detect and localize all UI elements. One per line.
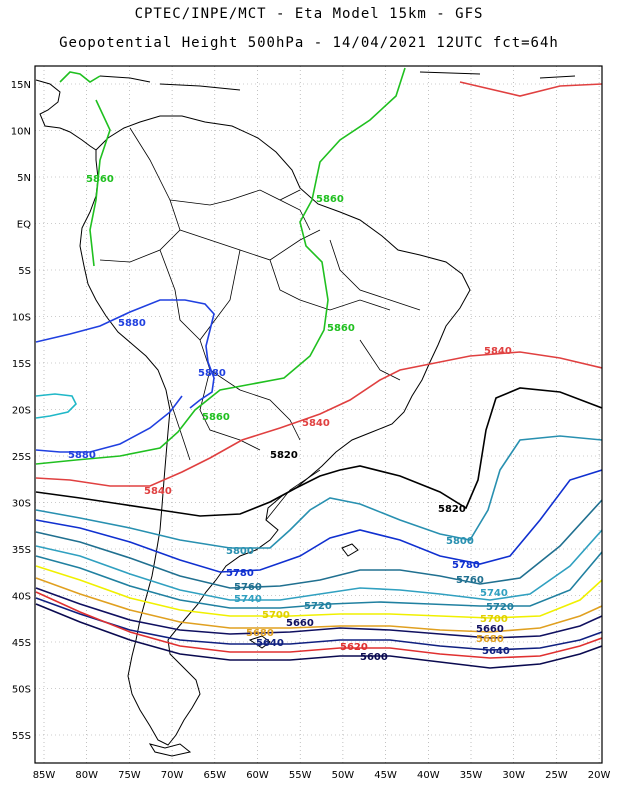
- label-5860-d: 5860: [202, 412, 230, 423]
- south-america-coast: [79, 115, 471, 746]
- lon-tick-label: 40W: [417, 770, 440, 781]
- lat-tick-label: 5S: [18, 266, 31, 277]
- contour-labels: 5860 5860 5860 5860 5880 5880 5880 5840 …: [68, 174, 514, 663]
- contour-5860-north: [59, 71, 111, 267]
- label-5800-a: 5800: [446, 536, 474, 547]
- lon-tick-label: 50W: [332, 770, 355, 781]
- label-5880-a: 5880: [118, 318, 146, 329]
- label-5740-b: 5740: [234, 594, 262, 605]
- lat-tick-label: 5N: [17, 173, 31, 184]
- label-5640-a: 5640: [482, 646, 510, 657]
- lat-tick-label: 55S: [12, 731, 31, 742]
- contour-5800: [35, 435, 602, 549]
- tierra-del-fuego: [148, 743, 192, 757]
- lat-tick-label: 40S: [12, 592, 31, 603]
- label-5720-b: 5720: [304, 601, 332, 612]
- label-5840-b: 5840: [302, 418, 330, 429]
- contour-5880-south: [35, 395, 183, 453]
- lon-tick-label: 55W: [289, 770, 312, 781]
- label-5640-b: 5640: [256, 638, 284, 649]
- contour-5620: [35, 591, 602, 659]
- label-5740-a: 5740: [480, 588, 508, 599]
- label-5820-b: 5820: [438, 504, 466, 515]
- contour-5780: [35, 469, 602, 573]
- contour-5880-west: [35, 299, 215, 409]
- latitude-tick-labels: 15N 10N 5N EQ 5S 10S 15S 20S 25S 30S 35S 40S 45S 50S 5…: [11, 80, 31, 742]
- lat-tick-label: 45S: [12, 638, 31, 649]
- label-5680-a: 5680: [476, 634, 504, 645]
- label-5660-a: 5660: [476, 624, 504, 635]
- lon-tick-label: 20W: [588, 770, 611, 781]
- lat-tick-label: 20S: [12, 406, 31, 417]
- lon-tick-label: 75W: [118, 770, 141, 781]
- label-5760-b: 5760: [234, 582, 262, 593]
- label-5840-a: 5840: [484, 346, 512, 357]
- lon-tick-label: 80W: [75, 770, 98, 781]
- lat-tick-label: 15N: [11, 80, 31, 91]
- contour-5880-blob: [35, 393, 77, 419]
- map-frame: [34, 65, 603, 764]
- map-title-line2: Geopotential Height 500hPa - 14/04/2021 …: [59, 35, 559, 51]
- contour-5720: [35, 551, 602, 609]
- contour-5740: [35, 529, 602, 601]
- contour-5760: [35, 499, 602, 589]
- lat-tick-label: 50S: [12, 685, 31, 696]
- label-5800-b: 5800: [226, 546, 254, 557]
- contour-5600: [35, 603, 602, 669]
- lat-tick-label: EQ: [17, 220, 31, 231]
- contour-5820: [35, 387, 602, 517]
- label-5780-a: 5780: [452, 560, 480, 571]
- label-5860-a: 5860: [86, 174, 114, 185]
- map-title-line1: CPTEC/INPE/MCT - Eta Model 15km - GFS: [134, 6, 484, 22]
- label-5880-c: 5880: [68, 450, 96, 461]
- label-5680-b: 5680: [246, 628, 274, 639]
- lat-tick-label: 30S: [12, 499, 31, 510]
- label-5840-c: 5840: [144, 486, 172, 497]
- label-5700-b: 5700: [262, 610, 290, 621]
- contour-5700: [35, 565, 602, 619]
- label-5720-a: 5720: [486, 602, 514, 613]
- lon-tick-label: 70W: [161, 770, 184, 781]
- label-5660-b: 5660: [286, 618, 314, 629]
- grid-lines: [35, 66, 602, 763]
- lon-tick-label: 65W: [203, 770, 226, 781]
- label-5760-a: 5760: [456, 575, 484, 586]
- label-5700-a: 5700: [480, 614, 508, 625]
- label-5780-b: 5780: [226, 568, 254, 579]
- label-5860-b: 5860: [316, 194, 344, 205]
- contour-5660: [35, 587, 602, 639]
- lat-tick-label: 15S: [12, 359, 31, 370]
- lon-tick-label: 85W: [33, 770, 56, 781]
- caribbean-islands: [99, 71, 576, 91]
- contour-lines: [35, 67, 602, 669]
- contour-5860-east: [35, 67, 406, 465]
- falkland-islands: [248, 635, 271, 649]
- label-5860-c: 5860: [327, 323, 355, 334]
- lon-tick-label: 60W: [246, 770, 269, 781]
- coastline: [35, 71, 576, 757]
- longitude-tick-labels: 85W 80W 75W 70W 65W 60W 55W 50W 45W 40W 35W 30W 25W 2…: [33, 770, 611, 781]
- contour-5640: [35, 597, 602, 651]
- label-5820-a: 5820: [270, 450, 298, 461]
- lon-tick-label: 30W: [502, 770, 525, 781]
- lon-tick-label: 25W: [545, 770, 568, 781]
- central-america-coast: [35, 79, 97, 151]
- lat-tick-label: 10N: [11, 127, 31, 138]
- lat-tick-label: 10S: [12, 313, 31, 324]
- lagoon: [341, 543, 359, 557]
- contour-5840: [35, 81, 602, 487]
- lon-tick-label: 45W: [374, 770, 397, 781]
- lat-tick-label: 25S: [12, 452, 31, 463]
- contour-5680: [35, 577, 602, 633]
- lon-tick-label: 35W: [460, 770, 483, 781]
- label-5620: 5620: [340, 642, 368, 653]
- label-5880-b: 5880: [198, 368, 226, 379]
- country-borders: [99, 127, 421, 521]
- label-5600: 5600: [360, 652, 388, 663]
- lat-tick-label: 35S: [12, 545, 31, 556]
